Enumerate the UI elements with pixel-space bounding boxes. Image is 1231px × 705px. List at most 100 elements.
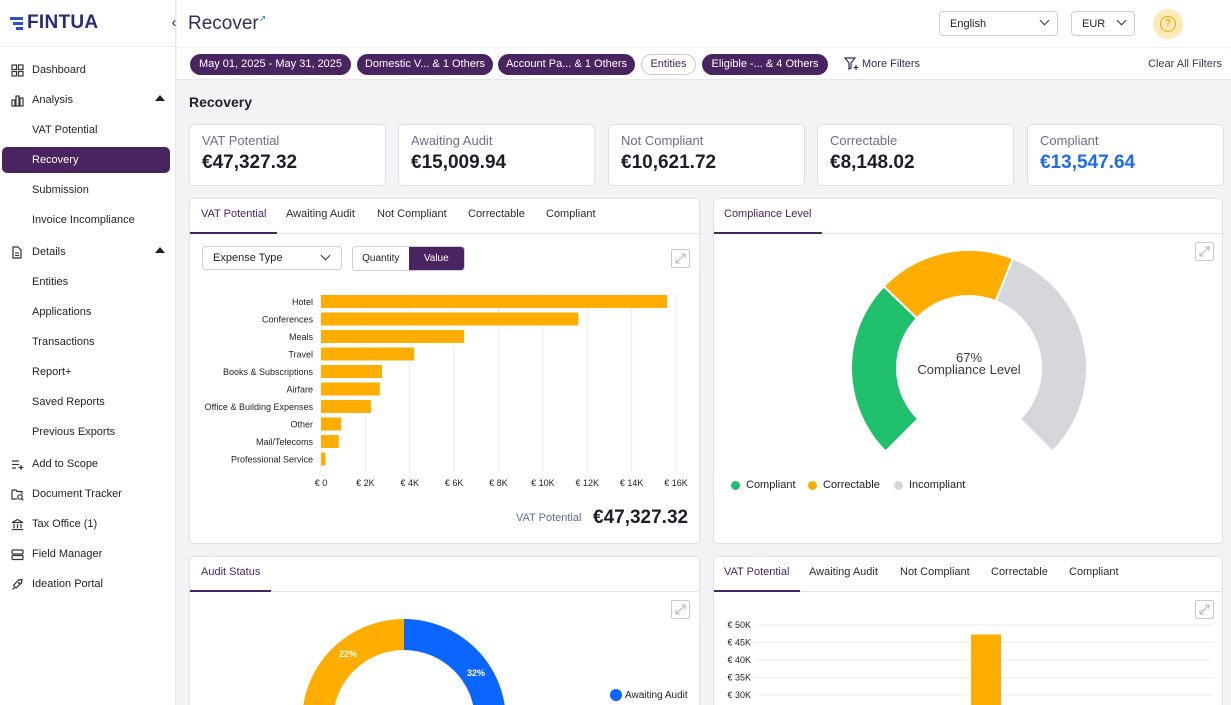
x-tick-label: € 6K: [445, 478, 464, 488]
active-tab-indicator: [190, 590, 271, 592]
kpi-card-compliant: Compliant €13,547.64: [1027, 124, 1224, 186]
gauge-segment-incompliant: [994, 257, 1088, 453]
expand-chart-button[interactable]: [1195, 600, 1214, 619]
sidebar-item-saved-reports[interactable]: Saved Reports: [0, 387, 175, 417]
tab-compliant[interactable]: Compliant: [546, 208, 596, 220]
filter-plus-icon: [844, 57, 859, 70]
tab-not-compliant[interactable]: Not Compliant: [900, 566, 970, 578]
kpi-label: Correctable: [830, 133, 898, 148]
expense-type-dropdown[interactable]: Expense Type: [202, 246, 342, 270]
donut-slice-orange: [303, 619, 404, 705]
caret-up-icon: [155, 95, 165, 101]
sidebar-item-vat-potential[interactable]: VAT Potential: [0, 115, 175, 145]
tab-audit-status[interactable]: Audit Status: [201, 566, 261, 578]
vat-status-panel: VAT Potential Awaiting Audit Not Complia…: [713, 556, 1223, 705]
brand-name: FINTUA: [27, 12, 99, 33]
toggle-quantity[interactable]: Quantity: [362, 253, 400, 264]
sidebar-item-field-manager[interactable]: Field Manager: [0, 539, 175, 569]
compliance-gauge-chart: [850, 249, 1088, 453]
active-tab-indicator: [714, 232, 822, 234]
donut-label-32: 32%: [467, 668, 485, 678]
kpi-card-awaiting-audit: Awaiting Audit €15,009.94: [398, 124, 595, 186]
sidebar-item-details[interactable]: Details: [0, 237, 175, 267]
bar-conferences: [321, 312, 579, 326]
sidebar-item-label: VAT Potential: [32, 124, 98, 136]
sidebar-item-label: Applications: [32, 306, 92, 318]
tab-correctable[interactable]: Correctable: [991, 566, 1048, 578]
tab-vat-potential[interactable]: VAT Potential: [724, 566, 790, 578]
filter-chip-domestic[interactable]: Domestic V... & 1 Others: [357, 54, 493, 75]
page-title: Recover↗: [188, 12, 267, 34]
language-select[interactable]: English: [939, 11, 1058, 36]
tab-compliance-level[interactable]: Compliance Level: [724, 208, 812, 220]
sidebar-item-label: Tax Office (1): [32, 518, 98, 530]
sidebar-item-ideation-portal[interactable]: Ideation Portal: [0, 569, 175, 599]
x-tick-label: € 0: [315, 478, 328, 488]
bar-travel: [321, 347, 415, 361]
sidebar-item-dashboard[interactable]: Dashboard: [0, 55, 175, 85]
more-filters-button[interactable]: More Filters: [844, 57, 920, 71]
filter-chip-date[interactable]: May 01, 2025 - May 31, 2025: [190, 54, 351, 75]
category-label: Books & Subscriptions: [223, 367, 314, 377]
category-label: Other: [290, 420, 313, 430]
y-tick-label: € 50K: [727, 620, 751, 630]
tab-awaiting-audit[interactable]: Awaiting Audit: [286, 208, 355, 220]
bar-office-building-expenses: [321, 400, 371, 413]
sidebar-item-recovery[interactable]: Recovery: [2, 147, 170, 173]
clear-all-filters-link[interactable]: Clear All Filters: [1148, 58, 1222, 70]
donut-slice-blue: [404, 619, 505, 705]
sidebar-item-analysis[interactable]: Analysis: [0, 85, 175, 115]
x-tick-label: € 10K: [531, 478, 555, 488]
tab-compliant[interactable]: Compliant: [1069, 566, 1119, 578]
filter-chip-entities[interactable]: Entities: [641, 54, 696, 75]
sidebar-item-report-plus[interactable]: Report+: [0, 357, 175, 387]
x-tick-label: € 16K: [664, 478, 688, 488]
tab-vat-potential[interactable]: VAT Potential: [201, 208, 267, 220]
expand-chart-button[interactable]: [1195, 242, 1214, 261]
external-link-icon: ↗: [258, 13, 267, 24]
bar-meals: [321, 330, 465, 343]
category-label: Hotel: [292, 297, 313, 307]
sidebar-item-invoice-incompliance[interactable]: Invoice Incompliance: [0, 205, 175, 235]
tab-correctable[interactable]: Correctable: [468, 208, 525, 220]
collapse-sidebar-button[interactable]: ‹: [171, 14, 177, 31]
sidebar-item-label: Submission: [32, 184, 89, 196]
rocket-icon: [10, 577, 24, 591]
toggle-value[interactable]: Value: [408, 247, 464, 270]
currency-select[interactable]: EUR: [1071, 11, 1135, 36]
sidebar-item-entities[interactable]: Entities: [0, 267, 175, 297]
category-label: Professional Service: [231, 455, 313, 465]
help-button[interactable]: ?: [1153, 9, 1183, 39]
y-tick-label: € 35K: [727, 673, 751, 683]
gauge-segment-compliant: [850, 285, 920, 453]
document-icon: [10, 245, 24, 259]
expand-chart-button[interactable]: [671, 249, 690, 268]
filter-chip-eligible[interactable]: Eligible -... & 4 Others: [702, 54, 828, 75]
expand-chart-button[interactable]: [671, 600, 690, 619]
legend-correctable: Correctable: [808, 479, 880, 491]
kpi-card-correctable: Correctable €8,148.02: [817, 124, 1014, 186]
filter-chip-account[interactable]: Account Pa... & 1 Others: [498, 54, 635, 75]
sidebar-item-label: Add to Scope: [32, 458, 99, 470]
legend-label: Compliant: [746, 479, 796, 491]
section-title: Recovery: [189, 94, 253, 110]
sidebar-item-add-to-scope[interactable]: Add to Scope: [0, 449, 175, 479]
chevron-down-icon: [320, 250, 331, 261]
category-label: Office & Building Expenses: [205, 402, 314, 412]
vat-status-bar-chart: € 50K € 45K € 40K € 35K € 30K: [727, 620, 1212, 705]
sidebar-item-submission[interactable]: Submission: [0, 175, 175, 205]
kpi-value: €13,547.64: [1040, 152, 1136, 173]
sidebar-item-document-tracker[interactable]: Document Tracker: [0, 479, 175, 509]
sidebar-item-previous-exports[interactable]: Previous Exports: [0, 417, 175, 447]
more-filters-label: More Filters: [862, 58, 921, 70]
sidebar-item-applications[interactable]: Applications: [0, 297, 175, 327]
sidebar-item-tax-office[interactable]: Tax Office (1): [0, 509, 175, 539]
tab-not-compliant[interactable]: Not Compliant: [377, 208, 447, 220]
total-value: €47,327.32: [593, 507, 689, 528]
quantity-value-toggle: Quantity Value: [352, 246, 465, 271]
sidebar-item-transactions[interactable]: Transactions: [0, 327, 175, 357]
tab-awaiting-audit[interactable]: Awaiting Audit: [809, 566, 878, 578]
logo[interactable]: FINTUA ‹: [0, 0, 177, 47]
bar-books-subscriptions: [321, 365, 383, 378]
legend-label: Awaiting Audit: [625, 689, 688, 701]
